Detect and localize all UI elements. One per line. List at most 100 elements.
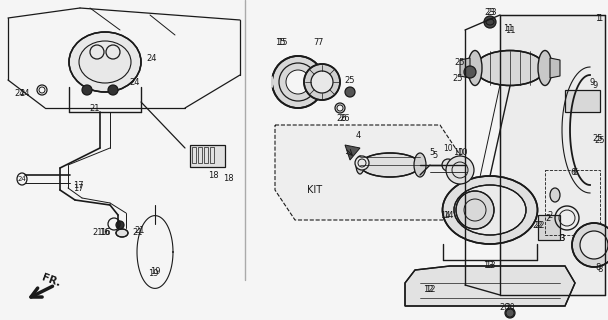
Text: 10: 10: [457, 148, 468, 156]
Text: 23: 23: [486, 7, 497, 17]
Polygon shape: [565, 90, 600, 112]
Text: 6: 6: [570, 167, 576, 177]
Text: 17: 17: [73, 183, 83, 193]
Circle shape: [464, 66, 476, 78]
Ellipse shape: [355, 156, 369, 170]
Ellipse shape: [116, 229, 128, 237]
Text: 22: 22: [533, 220, 544, 229]
Text: 20: 20: [500, 303, 510, 313]
Text: 13: 13: [483, 260, 493, 269]
Text: 22: 22: [535, 220, 545, 229]
Ellipse shape: [69, 32, 141, 92]
Ellipse shape: [538, 51, 552, 85]
Text: 14: 14: [443, 211, 453, 220]
Text: 17: 17: [73, 180, 83, 189]
Circle shape: [580, 231, 608, 259]
Text: 20: 20: [505, 303, 515, 313]
Circle shape: [82, 85, 92, 95]
Text: 12: 12: [425, 285, 435, 294]
Ellipse shape: [443, 176, 537, 244]
Text: 8: 8: [597, 266, 603, 275]
Text: 21: 21: [135, 226, 145, 235]
Ellipse shape: [360, 153, 420, 177]
Text: 11: 11: [505, 26, 515, 35]
Text: 6: 6: [572, 167, 578, 177]
Text: 3: 3: [559, 234, 565, 243]
Ellipse shape: [468, 51, 482, 85]
Ellipse shape: [311, 71, 333, 93]
Ellipse shape: [454, 185, 526, 235]
Text: 23: 23: [485, 7, 496, 17]
Ellipse shape: [456, 191, 494, 229]
Text: 19: 19: [148, 269, 158, 278]
Text: KIT: KIT: [308, 185, 323, 195]
Text: 21: 21: [90, 103, 100, 113]
Polygon shape: [190, 145, 225, 167]
Ellipse shape: [286, 70, 310, 94]
Ellipse shape: [475, 51, 545, 85]
Text: 4: 4: [355, 131, 361, 140]
Circle shape: [345, 87, 355, 97]
Text: 5: 5: [432, 150, 438, 159]
Ellipse shape: [335, 103, 345, 113]
Text: 2: 2: [545, 213, 551, 222]
Ellipse shape: [442, 159, 454, 171]
Text: 24: 24: [18, 176, 26, 182]
Polygon shape: [275, 125, 460, 220]
Polygon shape: [550, 58, 560, 78]
Text: 15: 15: [277, 37, 287, 46]
Circle shape: [108, 85, 118, 95]
Text: 25: 25: [453, 74, 463, 83]
Text: 16: 16: [100, 228, 110, 236]
Text: 7: 7: [313, 37, 319, 46]
Text: 24: 24: [130, 77, 140, 86]
Circle shape: [446, 156, 474, 184]
Ellipse shape: [337, 105, 343, 111]
Text: 8: 8: [595, 263, 601, 273]
Text: 24: 24: [15, 89, 26, 98]
Text: 24: 24: [147, 53, 157, 62]
Ellipse shape: [550, 188, 560, 202]
Text: 10: 10: [443, 143, 453, 153]
Text: 11: 11: [503, 23, 513, 33]
Text: 21: 21: [93, 228, 103, 236]
Text: 1: 1: [598, 13, 603, 22]
Text: 12: 12: [423, 285, 434, 294]
Text: 13: 13: [485, 260, 496, 269]
Ellipse shape: [356, 156, 364, 174]
Text: 18: 18: [223, 173, 233, 182]
Ellipse shape: [272, 56, 324, 108]
Circle shape: [484, 16, 496, 28]
Text: 24: 24: [19, 89, 30, 98]
Text: 7: 7: [317, 37, 323, 46]
Text: 9: 9: [592, 81, 598, 90]
Text: 25: 25: [455, 58, 465, 67]
Text: 15: 15: [275, 37, 285, 46]
Text: 9: 9: [589, 77, 595, 86]
Text: 25: 25: [345, 76, 355, 84]
Text: 25: 25: [595, 135, 605, 145]
Text: 10: 10: [453, 148, 463, 156]
Text: 14: 14: [440, 211, 451, 220]
Text: 26: 26: [340, 114, 350, 123]
Polygon shape: [538, 215, 560, 240]
Text: 5: 5: [429, 148, 435, 156]
Text: 1: 1: [595, 13, 601, 22]
Text: 25: 25: [593, 133, 603, 142]
Polygon shape: [345, 145, 360, 160]
Text: 3: 3: [559, 234, 565, 243]
Text: 2: 2: [547, 211, 553, 220]
Text: 16: 16: [98, 228, 109, 236]
Text: 21: 21: [133, 228, 143, 236]
Text: 26: 26: [337, 114, 347, 123]
Text: 19: 19: [150, 268, 161, 276]
Ellipse shape: [304, 64, 340, 100]
Text: 18: 18: [208, 171, 218, 180]
Polygon shape: [500, 15, 605, 295]
Circle shape: [116, 221, 124, 229]
Polygon shape: [460, 58, 470, 78]
Ellipse shape: [414, 153, 426, 177]
Polygon shape: [405, 266, 575, 306]
Circle shape: [505, 308, 515, 318]
Circle shape: [572, 223, 608, 267]
